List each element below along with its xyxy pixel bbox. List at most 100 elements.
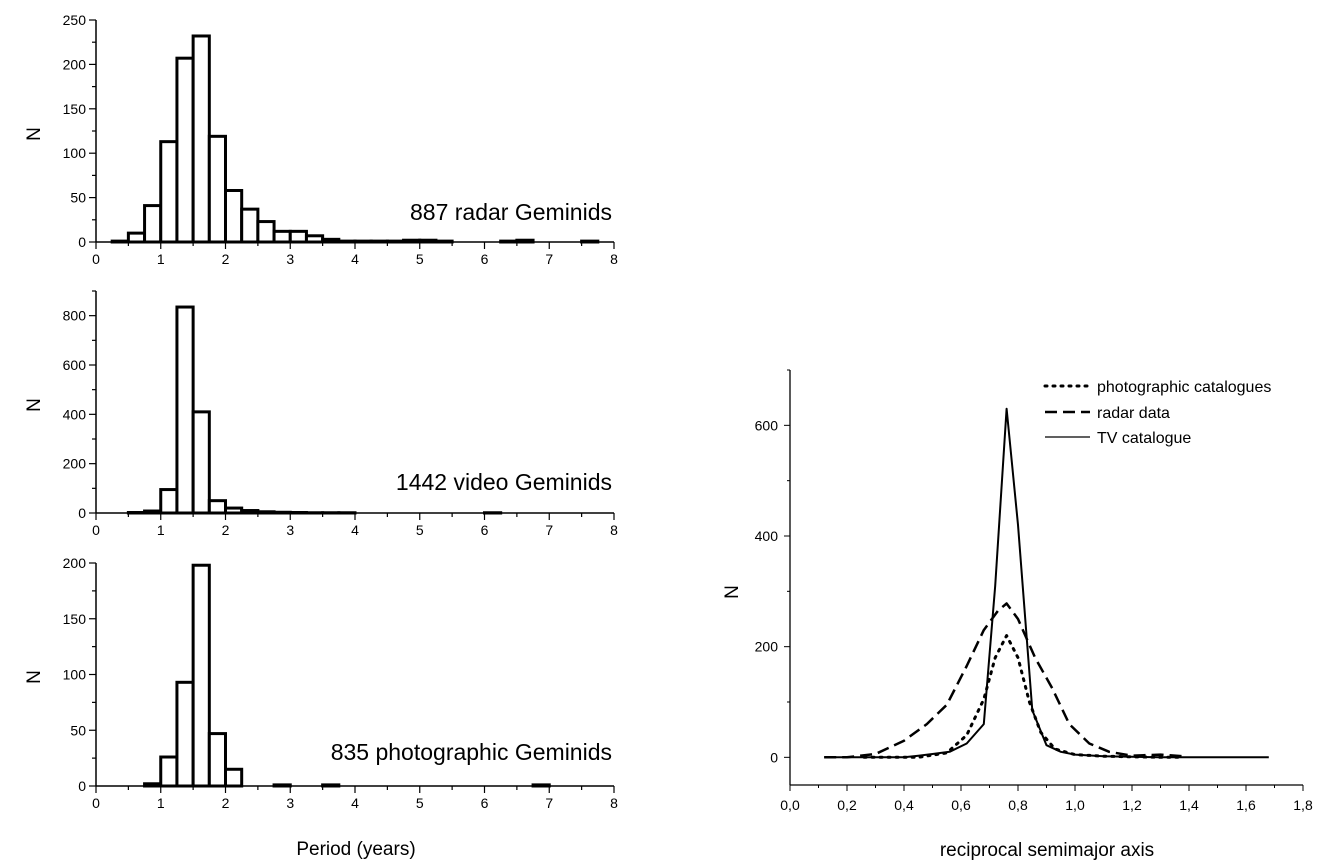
photographic-histogram-panel: 0 1 2 3 4 5 6 7 8 0 50 100 150 200 835 photographic G… [24,555,618,860]
photographic-bar-2 [175,680,195,788]
radar-bar-2 [143,204,163,244]
video-x-tick-label: 6 [481,522,489,538]
radar-x-tick-label: 0 [92,251,100,267]
video-axes: 0 1 2 3 4 5 6 7 8 0 200 400 600 800 [63,290,618,538]
radar-x-tick-label: 7 [545,251,553,267]
semimajor-line-panel: 0,0 0,2 0,4 0,6 0,8 1,0 1,2 1,4 1,6 1,8 0 200 400 600… [722,369,1313,861]
photographic-bar-5 [224,767,244,788]
photographic-annotation: 835 photographic Geminids [331,739,612,765]
photographic-x-tick-label: 5 [416,795,424,811]
video-x-tick-label: 0 [92,522,100,538]
radar-bar-10 [272,229,292,244]
photographic-x-tick-label: 6 [481,795,489,811]
photographic-x-tick-label: 3 [286,795,294,811]
video-x-tick-label: 4 [351,522,359,538]
photographic-bar-1 [159,755,179,788]
photographic-y-tick-label: 150 [63,611,87,627]
semimajor-x-tick-label: 1,8 [1293,797,1313,813]
semimajor-x-tick-label: 0,4 [894,797,914,813]
radar-bar-1 [126,231,147,244]
video-y-tick-label: 600 [63,357,87,373]
video-y-tick-label: 800 [63,308,87,324]
radar-x-tick-label: 1 [157,251,165,267]
photographic-bars [143,563,551,788]
semimajor-x-tick-label: 1,0 [1065,797,1085,813]
photographic-x-tick-label: 0 [92,795,100,811]
semimajor-x-tick-label: 0,8 [1008,797,1028,813]
radar-x-tick-label: 6 [481,251,489,267]
radar-histogram-panel: 0 1 2 3 4 5 6 7 8 0 50 100 150 200 250 887 radar Gemin… [24,12,618,267]
legend-label-tv: TV catalogue [1097,430,1191,447]
semimajor-x-tick-label: 1,6 [1236,797,1256,813]
radar-bar-5 [191,34,211,244]
video-annotation: 1442 video Geminids [396,469,612,495]
photographic-x-tick-label: 7 [545,795,553,811]
radar-x-tick-label: 3 [286,251,294,267]
series-line-solid [824,407,1269,759]
radar-x-tick-label: 5 [416,251,424,267]
photographic-y-label: N [24,670,45,684]
semimajor-x-tick-label: 1,2 [1122,797,1142,813]
semimajor-lines [824,407,1269,759]
radar-y-tick-label: 250 [63,12,87,28]
semimajor-y-tick-label: 600 [755,417,779,433]
photographic-x-tick-label: 8 [610,795,618,811]
photographic-bar-3 [191,563,211,788]
radar-x-tick-label: 8 [610,251,618,267]
semimajor-y-tick-label: 0 [770,749,778,765]
video-bar-5 [207,499,227,515]
radar-y-tick-label: 200 [63,56,87,72]
legend-label-photographic: photographic catalogues [1097,379,1271,396]
radar-x-tick-label: 2 [222,251,230,267]
radar-y-label: N [24,127,45,141]
photographic-y-tick-label: 50 [70,722,86,738]
radar-bar-7 [224,188,244,244]
video-y-label: N [24,398,45,412]
radar-annotation: 887 radar Geminids [410,199,612,225]
video-x-tick-label: 7 [545,522,553,538]
photographic-axes: 0 1 2 3 4 5 6 7 8 0 50 100 150 200 [63,555,618,811]
radar-bar-12 [304,234,325,244]
video-y-tick-label: 0 [78,505,86,521]
video-y-tick-label: 400 [63,406,87,422]
photographic-x-tick-label: 4 [351,795,359,811]
video-bar-2 [159,488,179,515]
photographic-x-tick-label: 2 [222,795,230,811]
semimajor-y-tick-label: 200 [755,639,779,655]
video-histogram-panel: 0 1 2 3 4 5 6 7 8 0 200 400 600 800 1442 video Gemini… [24,290,618,538]
video-y-tick-label: 200 [63,456,87,472]
video-x-tick-label: 2 [222,522,230,538]
semimajor-x-label: reciprocal semimajor axis [940,840,1154,861]
series-line-dotted [862,634,1185,759]
video-bar-3 [175,305,195,515]
semimajor-x-tick-label: 0,2 [837,797,857,813]
semimajor-y-tick-label: 400 [755,528,779,544]
radar-y-tick-label: 0 [78,234,86,250]
photographic-x-tick-label: 1 [157,795,165,811]
radar-bar-11 [288,229,308,244]
radar-bar-6 [207,134,227,244]
radar-x-tick-label: 4 [351,251,359,267]
semimajor-y-label: N [722,585,743,599]
photographic-y-tick-label: 200 [63,555,87,571]
semimajor-x-tick-label: 0,6 [951,797,971,813]
photographic-y-tick-label: 100 [63,667,87,683]
legend-label-radar: radar data [1097,405,1170,422]
video-x-tick-label: 8 [610,522,618,538]
radar-y-tick-label: 50 [70,190,86,206]
period-x-label: Period (years) [296,839,415,860]
radar-bar-9 [256,220,276,244]
photographic-y-tick-label: 0 [78,778,86,794]
semimajor-x-tick-label: 1,4 [1179,797,1199,813]
video-bar-4 [191,410,211,515]
radar-bar-3 [159,140,179,244]
video-x-tick-label: 5 [416,522,424,538]
semimajor-axes: 0,0 0,2 0,4 0,6 0,8 1,0 1,2 1,4 1,6 1,8 0 200 400 600 [755,369,1313,813]
semimajor-legend: photographic catalogues radar data TV ca… [1043,379,1271,447]
radar-bars [110,34,600,244]
radar-bar-4 [175,56,195,244]
video-x-tick-label: 3 [286,522,294,538]
radar-axes: 0 1 2 3 4 5 6 7 8 0 50 100 150 200 250 [63,12,618,267]
semimajor-x-tick-label: 0,0 [780,797,800,813]
